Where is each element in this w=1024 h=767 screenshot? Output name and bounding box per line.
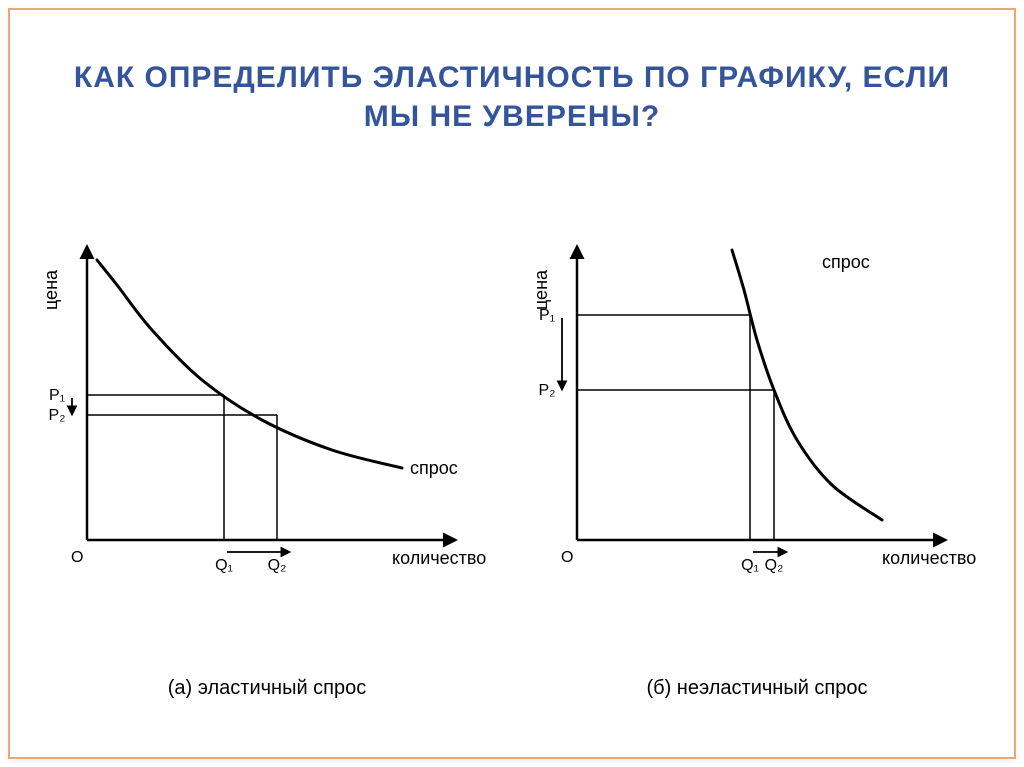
- chart-b: цена количество Oспрос P₁ P₂ Q₁ Q₂: [522, 230, 992, 650]
- svg-text:O: O: [561, 549, 573, 566]
- svg-text:спрос: спрос: [410, 458, 458, 478]
- svg-text:O: O: [71, 549, 83, 566]
- chart-a: цена количество Oспрос P₁ P₂ Q₁ Q₂: [32, 230, 502, 650]
- charts-container: цена количество Oспрос P₁ P₂ Q₁ Q₂ (а) эластич…: [10, 230, 1014, 700]
- chart-a-cell: цена количество Oспрос P₁ P₂ Q₁ Q₂ (а) эластич…: [32, 230, 502, 700]
- chart-b-cell: цена количество Oспрос P₁ P₂ Q₁ Q₂ (б) неэласт…: [522, 230, 992, 700]
- svg-text:Q₁: Q₁: [215, 557, 233, 574]
- svg-text:Q₂: Q₂: [268, 557, 287, 574]
- svg-text:P₁: P₁: [539, 307, 555, 324]
- svg-text:P₁: P₁: [49, 387, 65, 404]
- svg-text:цена: цена: [531, 269, 551, 310]
- svg-text:количество: количество: [882, 548, 976, 568]
- svg-text:Q₁: Q₁: [741, 557, 759, 574]
- slide-title: Как определить эластичность по графику, …: [50, 58, 974, 136]
- svg-text:количество: количество: [392, 548, 486, 568]
- chart-a-caption: (а) эластичный спрос: [32, 677, 502, 700]
- svg-text:P₂: P₂: [539, 382, 556, 399]
- svg-text:цена: цена: [41, 269, 61, 310]
- svg-text:P₂: P₂: [49, 407, 66, 424]
- svg-text:спрос: спрос: [822, 252, 870, 272]
- chart-b-caption: (б) неэластичный спрос: [522, 677, 992, 700]
- svg-text:Q₂: Q₂: [765, 557, 784, 574]
- slide-frame: Как определить эластичность по графику, …: [8, 8, 1016, 759]
